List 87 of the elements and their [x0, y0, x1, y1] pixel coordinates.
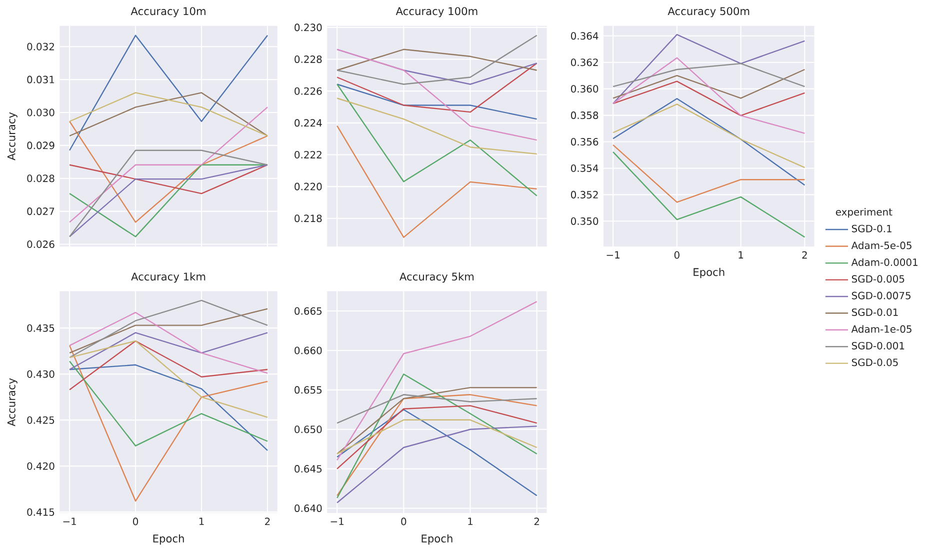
x-tick-label: 0 — [133, 518, 138, 526]
y-tick-label: 0.028 — [27, 174, 54, 182]
x-axis-title: Epoch — [694, 268, 724, 278]
y-tick-label: 0.350 — [571, 217, 598, 225]
line-series — [612, 57, 806, 134]
y-tick-label: 0.640 — [294, 504, 322, 512]
y-tick-label: 0.360 — [571, 85, 598, 93]
y-tick-label: 0.352 — [571, 190, 598, 198]
x-tick-label: 1 — [468, 518, 472, 525]
x-tick-label: −1 — [63, 518, 76, 525]
legend-title: experiment — [836, 208, 892, 218]
y-tick-label: 0.655 — [294, 386, 322, 394]
legend-label: Adam-5e-05 — [851, 241, 912, 250]
line-series — [336, 34, 538, 85]
line-series — [336, 48, 538, 141]
line-series — [336, 62, 538, 113]
line-series — [336, 374, 538, 499]
y-tick-label: 0.030 — [27, 108, 54, 116]
y-tick-label: 0.362 — [571, 58, 598, 66]
y-tick-label: 0.031 — [27, 76, 54, 84]
legend-label: Adam-1e-05 — [851, 325, 912, 333]
line-series — [336, 394, 538, 424]
chart-title: Accuracy 1km — [131, 272, 206, 283]
chart-title: Accuracy 500m — [668, 7, 750, 18]
chart-title: Accuracy 100m — [396, 7, 478, 18]
x-tick-label: 2 — [802, 251, 807, 259]
x-tick-label: −1 — [606, 251, 620, 258]
line-series — [68, 340, 268, 390]
legend-label: SGD-0.005 — [852, 275, 904, 283]
y-tick-label: 0.660 — [294, 346, 322, 354]
y-tick-label: 0.026 — [27, 240, 54, 248]
y-tick-label: 0.222 — [294, 150, 322, 159]
y-tick-label: 0.415 — [27, 508, 54, 516]
x-tick-label: 1 — [199, 518, 204, 525]
chart-title: Accuracy 5km — [400, 272, 474, 283]
line-series — [612, 34, 806, 104]
x-tick-label: 0 — [401, 518, 406, 526]
y-tick-label: 0.224 — [294, 119, 322, 127]
x-tick-label: 1 — [738, 251, 744, 258]
x-tick-label: −1 — [330, 518, 344, 525]
y-tick-label: 0.032 — [27, 42, 54, 50]
y-tick-label: 0.356 — [571, 138, 598, 146]
y-tick-label: 0.645 — [294, 465, 322, 473]
line-series — [68, 344, 268, 502]
legend-label: SGD-0.001 — [852, 342, 904, 350]
x-axis-title: Epoch — [422, 534, 452, 545]
y-tick-label: 0.228 — [294, 56, 322, 64]
line-series — [336, 125, 538, 238]
y-tick-label: 0.218 — [294, 214, 322, 222]
y-tick-label: 0.364 — [571, 32, 598, 40]
line-series — [612, 80, 806, 116]
legend-label: Adam-0.0001 — [851, 258, 918, 266]
y-tick-label: 0.220 — [294, 182, 322, 190]
line-series — [336, 98, 538, 155]
line-series — [336, 405, 538, 470]
legend-label: SGD-0.01 — [852, 308, 898, 316]
y-tick-label: 0.027 — [27, 208, 54, 216]
y-tick-label: 0.230 — [294, 24, 322, 32]
line-series — [68, 340, 268, 418]
y-tick-label: 0.650 — [294, 426, 322, 434]
y-tick-label: 0.029 — [27, 142, 54, 150]
x-tick-label: 0 — [674, 251, 680, 259]
y-tick-label: 0.354 — [571, 164, 598, 172]
line-series — [336, 300, 538, 461]
legend-label: SGD-0.05 — [852, 358, 898, 366]
x-axis-title: Epoch — [153, 534, 184, 545]
chart-title: Accuracy 10m — [130, 7, 206, 18]
x-tick-label: 2 — [265, 518, 270, 526]
y-tick-label: 0.358 — [571, 112, 598, 120]
y-axis-title: Accuracy — [7, 112, 18, 160]
y-tick-label: 0.420 — [27, 462, 54, 470]
y-tick-label: 0.425 — [27, 416, 54, 424]
y-tick-label: 0.665 — [294, 307, 322, 315]
y-tick-label: 0.226 — [294, 87, 322, 95]
line-series — [612, 151, 806, 238]
y-tick-label: 0.435 — [27, 324, 54, 332]
line-series — [68, 300, 268, 358]
line-series — [612, 98, 806, 186]
line-series — [336, 84, 538, 196]
x-tick-label: 2 — [534, 518, 539, 526]
line-series — [336, 426, 538, 504]
y-tick-label: 0.430 — [27, 370, 54, 378]
y-axis-title: Accuracy — [7, 378, 18, 426]
line-series — [612, 104, 806, 168]
legend-label: SGD-0.0075 — [852, 292, 910, 300]
legend-label: SGD-0.1 — [852, 224, 892, 232]
line-series — [68, 312, 268, 374]
